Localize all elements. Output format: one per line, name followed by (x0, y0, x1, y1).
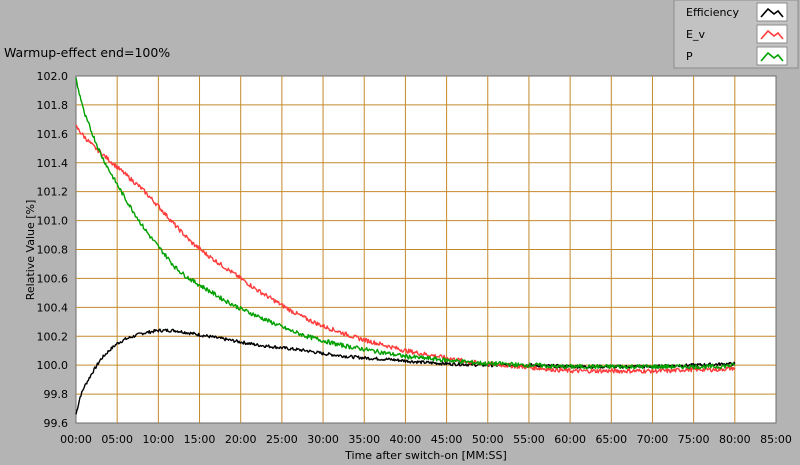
x-tick-label: 75:00 (678, 433, 710, 446)
legend-label: E_v (686, 28, 705, 41)
y-tick-label: 101.8 (37, 99, 69, 112)
y-tick-label: 101.0 (37, 215, 69, 228)
y-tick-label: 101.2 (37, 186, 69, 199)
grid (76, 76, 776, 423)
chart-title: Warmup-effect end=100% (4, 45, 170, 60)
y-tick-label: 101.6 (37, 128, 69, 141)
series-line-e-v (75, 124, 736, 374)
x-tick-label: 05:00 (101, 433, 133, 446)
x-axis-label: Time after switch-on [MM:SS] (344, 449, 507, 462)
y-tick-label: 99.6 (44, 417, 69, 430)
x-tick-label: 80:00 (719, 433, 751, 446)
legend-swatch (760, 7, 784, 18)
x-tick-label: 60:00 (554, 433, 586, 446)
x-tick-label: 40:00 (390, 433, 422, 446)
y-tick-label: 100.8 (37, 244, 69, 257)
x-tick-label: 10:00 (143, 433, 175, 446)
x-tick-label: 45:00 (431, 433, 463, 446)
y-tick-label: 100.0 (37, 359, 69, 372)
y-tick-label: 101.4 (37, 157, 69, 170)
x-tick-label: 25:00 (266, 433, 298, 446)
x-tick-label: 15:00 (184, 433, 216, 446)
x-tick-label: 00:00 (60, 433, 92, 446)
x-tick-label: 85:00 (760, 433, 792, 446)
series-layer (75, 77, 736, 415)
y-axis-label: Relative Value [%] (24, 200, 37, 301)
y-tick-label: 100.2 (37, 330, 69, 343)
y-tick-label: 99.8 (44, 388, 69, 401)
legend-swatch (760, 29, 784, 40)
y-axis-ticks: 99.6 99.8 100.0 100.2 100.4 100.6 100.8 101.0 10… (37, 70, 69, 430)
legend-label: P (686, 50, 693, 63)
x-tick-label: 65:00 (595, 433, 627, 446)
x-tick-label: 55:00 (513, 433, 545, 446)
legend-swatch (760, 51, 784, 62)
legend-label: Efficiency (686, 6, 739, 19)
x-axis-ticks: 00:00 05:00 10:00 15:00 20:00 25:00 30:00 35:00… (60, 433, 792, 446)
y-tick-label: 100.4 (37, 301, 69, 314)
y-tick-label: 102.0 (37, 70, 69, 83)
x-tick-label: 20:00 (225, 433, 257, 446)
series-line-p (75, 77, 736, 370)
x-tick-label: 70:00 (637, 433, 669, 446)
legend: Efficiency E_v P (673, 0, 799, 69)
y-tick-label: 100.6 (37, 272, 69, 285)
x-tick-label: 30:00 (307, 433, 339, 446)
x-tick-label: 50:00 (472, 433, 504, 446)
x-tick-label: 35:00 (348, 433, 380, 446)
